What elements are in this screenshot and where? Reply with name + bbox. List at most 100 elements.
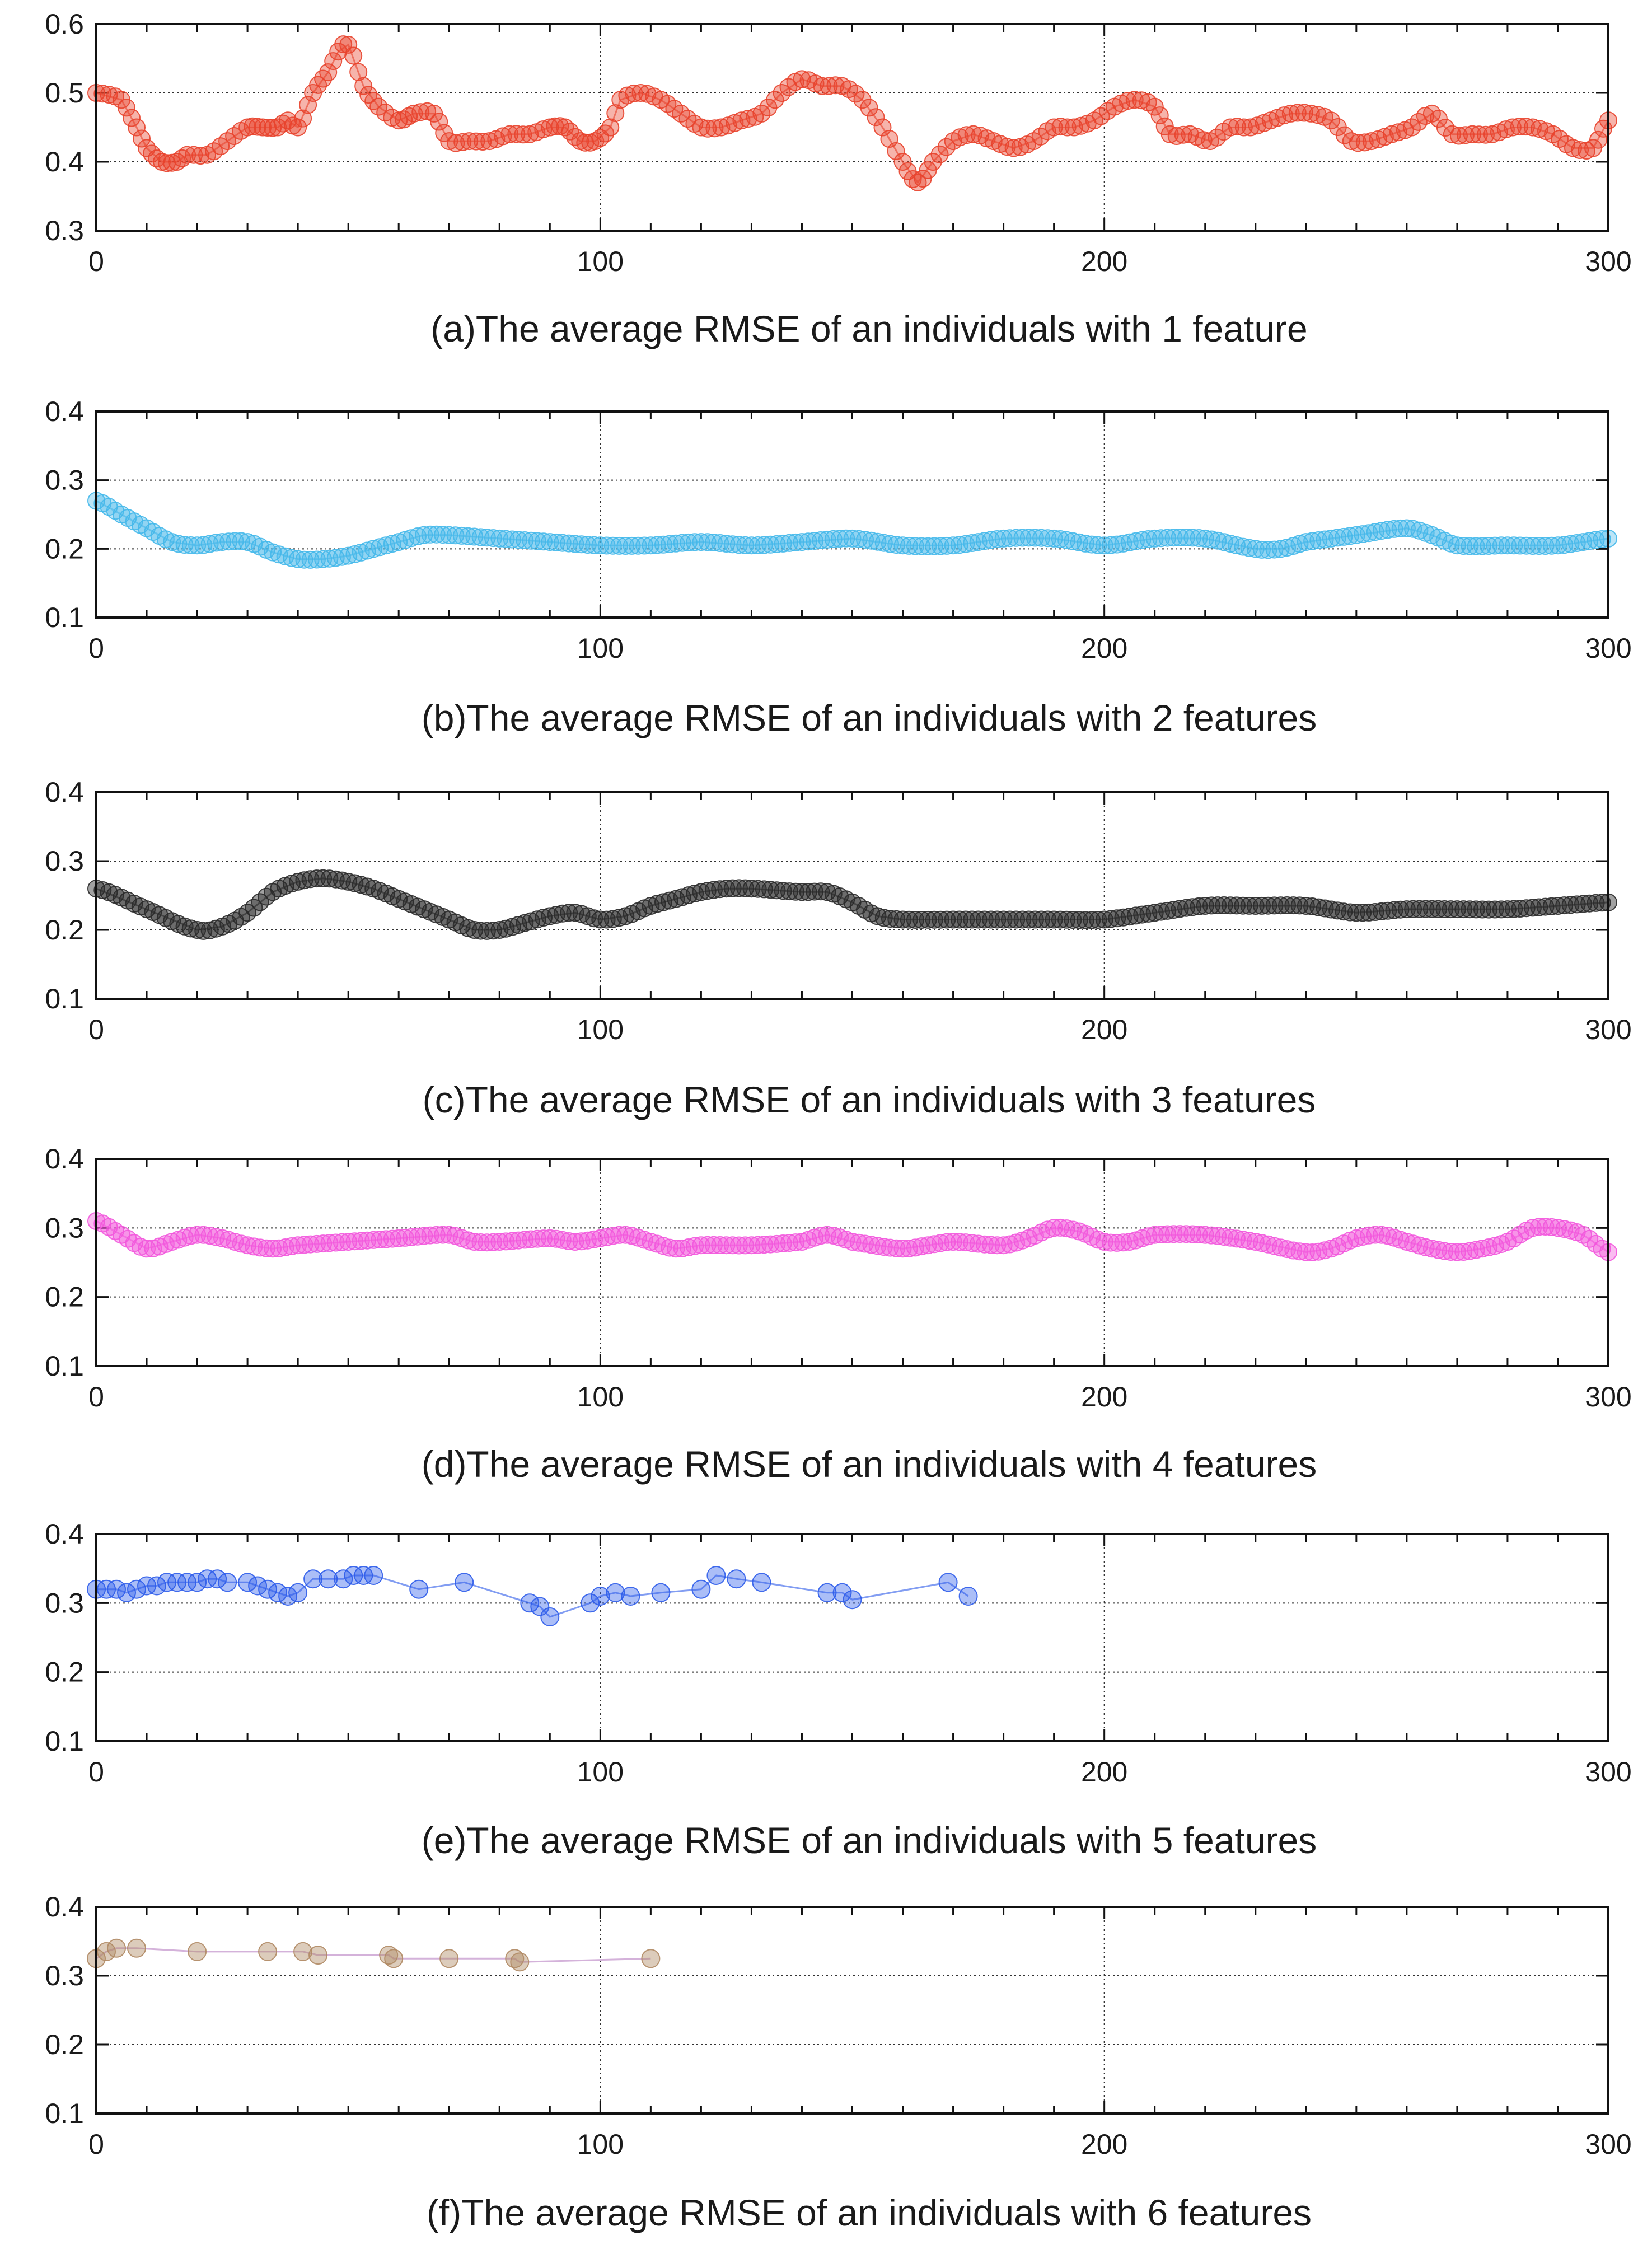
x-tick-label-e: 200 <box>1081 1756 1127 1788</box>
data-point-a <box>1045 118 1063 137</box>
data-point-c <box>1051 910 1069 929</box>
data-point-e <box>107 1579 126 1599</box>
data-point-b <box>831 530 849 548</box>
data-point-b <box>566 535 584 553</box>
data-point-b <box>1095 536 1113 555</box>
data-point-a <box>440 132 458 151</box>
data-point-b <box>591 536 610 555</box>
data-point-b <box>887 536 906 554</box>
data-point-b <box>1492 536 1510 555</box>
y-tick-label-e: 0.2 <box>45 1657 84 1688</box>
data-point-c <box>1454 900 1473 919</box>
data-point-f <box>188 1942 207 1961</box>
data-point-b <box>1145 529 1164 548</box>
data-point-a <box>400 107 418 125</box>
data-point-a <box>867 108 885 127</box>
series-line-f <box>96 1947 651 1963</box>
data-point-a <box>1342 132 1360 151</box>
data-point-e <box>540 1607 560 1626</box>
data-point-d <box>938 1233 956 1251</box>
data-point-d <box>742 1236 761 1255</box>
data-point-a <box>860 99 878 117</box>
data-point-a <box>1369 130 1387 148</box>
data-point-b <box>528 532 546 550</box>
data-point-a <box>887 142 905 160</box>
data-point-c <box>1486 900 1504 919</box>
data-point-c <box>761 881 780 899</box>
data-point-d <box>188 1226 207 1244</box>
data-point-b <box>522 531 540 550</box>
data-point-d <box>812 1227 830 1245</box>
data-point-f <box>379 1946 399 1965</box>
y-tick-label-a: 0.6 <box>45 8 84 40</box>
data-point-b <box>1542 536 1561 555</box>
data-point-d <box>893 1240 912 1258</box>
data-point-e <box>691 1579 711 1599</box>
data-point-b <box>597 536 616 555</box>
data-point-b <box>761 535 780 554</box>
data-point-c <box>1284 896 1303 915</box>
data-point-e <box>752 1573 771 1592</box>
data-point-c <box>1202 896 1220 915</box>
data-point-a <box>1362 132 1380 151</box>
data-point-a <box>254 118 272 137</box>
data-point-a <box>1058 118 1077 137</box>
data-point-a <box>904 170 922 188</box>
data-point-e <box>238 1573 258 1592</box>
data-point-a <box>893 153 912 171</box>
data-point-d <box>377 1230 395 1248</box>
data-point-b <box>629 536 647 555</box>
data-point-c <box>1422 900 1441 918</box>
data-point-e <box>218 1573 237 1592</box>
panel-caption-f: (f)The average RMSE of an individuals wi… <box>427 2192 1312 2233</box>
data-point-d <box>516 1231 534 1249</box>
data-point-a <box>1531 120 1548 138</box>
data-point-b <box>692 533 710 551</box>
data-point-a <box>957 126 976 144</box>
data-point-e <box>706 1566 726 1585</box>
data-point-d <box>326 1233 345 1252</box>
data-point-c <box>912 911 931 929</box>
data-point-a <box>1228 118 1246 136</box>
data-point-b <box>295 550 313 569</box>
data-point-b <box>742 536 761 555</box>
data-point-d <box>881 1238 899 1257</box>
data-point-a <box>1476 125 1495 144</box>
y-tick-label-a: 0.3 <box>45 215 84 246</box>
data-point-a <box>752 104 771 123</box>
data-point-a <box>1429 110 1448 128</box>
data-point-a <box>1523 118 1542 137</box>
data-point-e <box>591 1587 610 1606</box>
data-point-a <box>1470 125 1488 144</box>
data-point-c <box>1397 900 1416 919</box>
plot-frame-d <box>95 1158 1609 1367</box>
data-point-c <box>188 921 207 939</box>
data-point-e <box>208 1569 227 1589</box>
x-tick-label-b: 300 <box>1585 633 1631 664</box>
data-point-a <box>1302 104 1320 123</box>
data-point-e <box>167 1573 187 1592</box>
data-point-c <box>969 910 988 929</box>
data-point-d <box>478 1233 496 1252</box>
data-point-a <box>1288 104 1307 122</box>
data-point-b <box>1473 537 1491 555</box>
data-point-d <box>320 1234 339 1252</box>
data-point-a <box>625 84 643 102</box>
panel-b: 0.1 0.2 0.3 0.4 0 100 200 300 (b)The average RMS… <box>45 396 1631 738</box>
data-point-b <box>301 550 320 569</box>
data-point-d <box>610 1226 629 1244</box>
data-point-c <box>1542 897 1561 915</box>
data-point-b <box>1253 540 1271 559</box>
data-point-b <box>994 529 1013 548</box>
data-point-b <box>1152 529 1170 548</box>
data-point-b <box>919 537 937 555</box>
data-point-a <box>453 133 472 151</box>
data-point-a <box>924 153 942 171</box>
data-point-a <box>930 145 949 163</box>
data-point-a <box>418 102 437 120</box>
data-point-c <box>1410 900 1429 918</box>
data-point-a <box>606 104 625 123</box>
data-point-c <box>314 869 333 887</box>
data-point-a <box>1234 118 1253 137</box>
